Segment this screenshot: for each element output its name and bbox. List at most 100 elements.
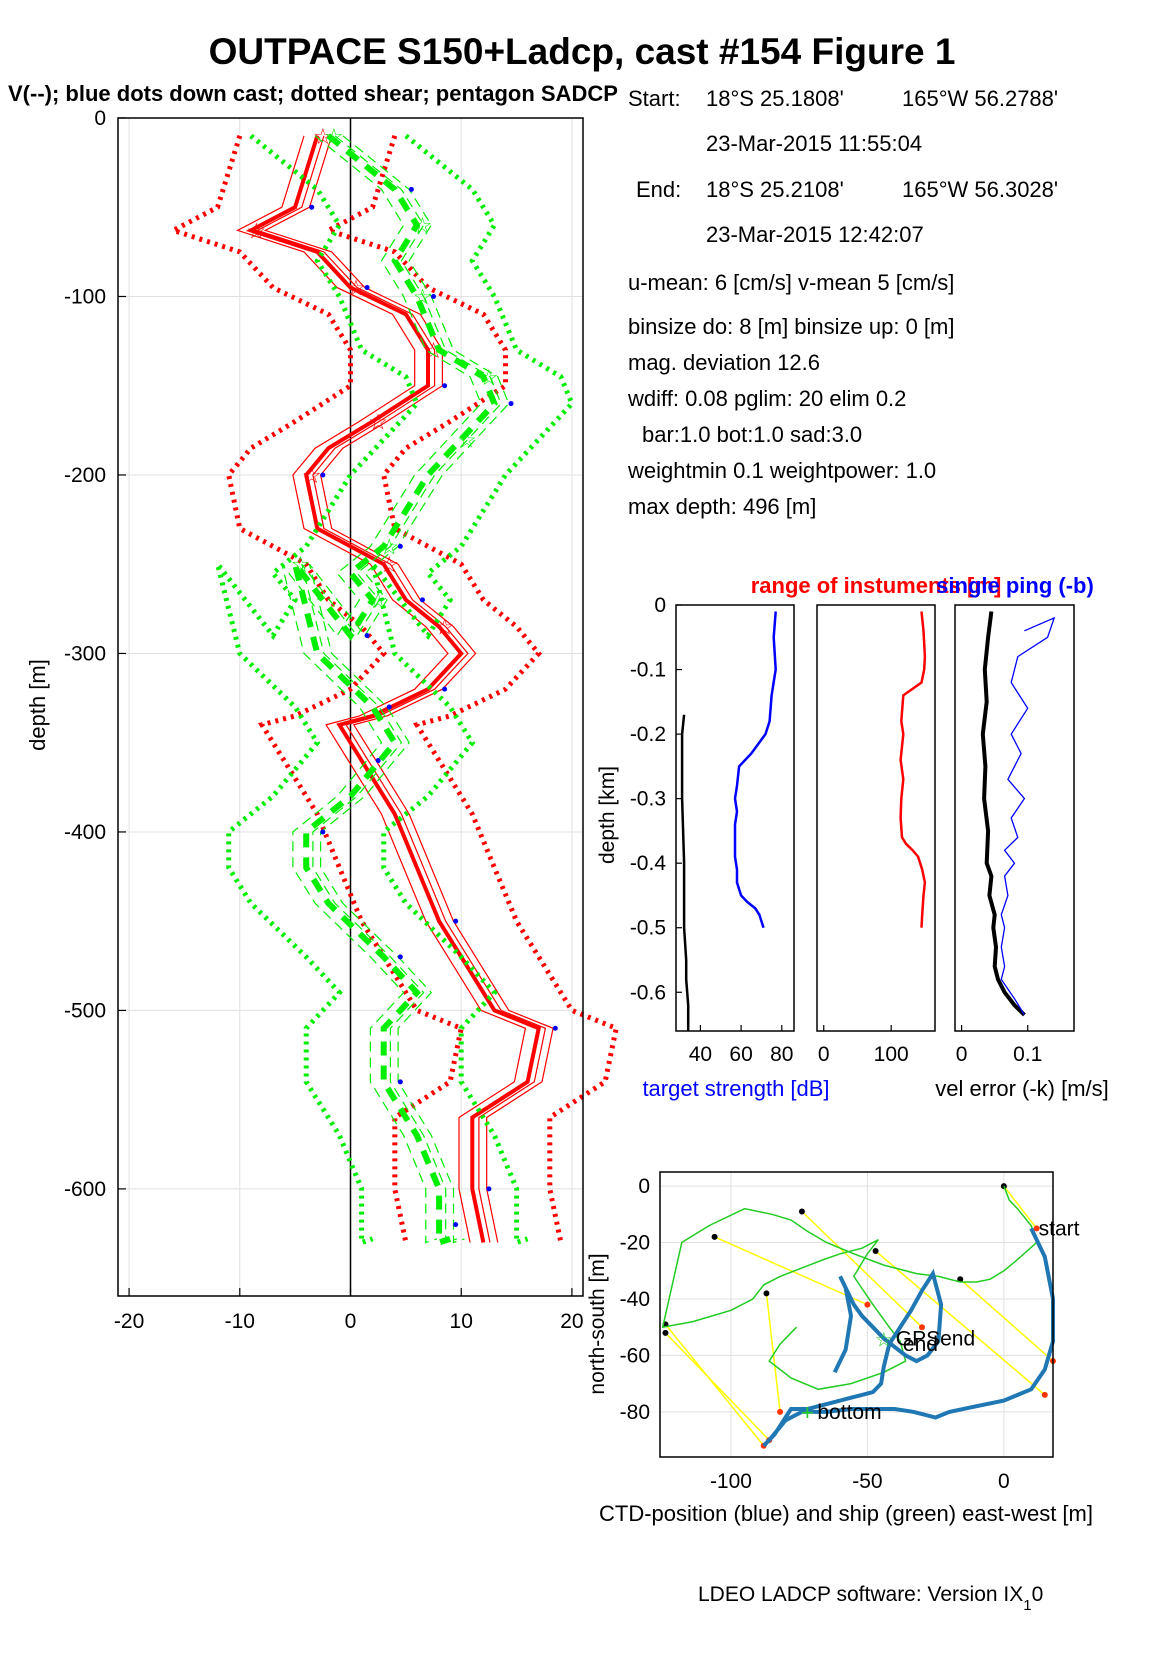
range-panel: range of instuments [m] 0 100 xyxy=(751,573,1002,1066)
velocity-downcast-dot xyxy=(397,543,403,549)
info-end-label: End: xyxy=(636,177,681,202)
position-ship-dot xyxy=(763,1290,770,1297)
position-bottom-marker: + xyxy=(801,1400,814,1425)
position-axes-frame xyxy=(659,1171,1054,1458)
position-link-segment xyxy=(664,1332,770,1441)
velocity-u-shear-dotted xyxy=(321,135,620,1244)
velocity-ytick-label: -300 xyxy=(64,642,106,665)
velocity-v-sadcp-marker: ☆ xyxy=(368,588,388,613)
velocity-downcast-dot xyxy=(375,758,381,764)
position-annotation-gpsend: GPSend xyxy=(896,1327,975,1350)
vel-error-xtick-label: 0.1 xyxy=(1013,1043,1042,1066)
velocity-v-sadcp-marker: ☆ xyxy=(324,124,344,149)
vel-error-axes-frame xyxy=(954,604,1075,1032)
position-link-segment xyxy=(1003,1185,1038,1229)
ts-ytick-label: -0.4 xyxy=(630,852,667,875)
position-link-segment xyxy=(959,1278,1054,1362)
single-ping-title: single ping (-b) xyxy=(936,573,1094,598)
figure-subtitle: V(--); blue dots down cast; dotted shear… xyxy=(8,81,618,106)
vel-error-series-line xyxy=(980,611,1026,1017)
velocity-u-estimate-line xyxy=(263,135,554,1243)
ts-xtick-label: 60 xyxy=(729,1043,752,1066)
vel-error-series-line xyxy=(1000,616,1056,1016)
info-start-time: 23-Mar-2015 11:55:04 xyxy=(706,131,922,156)
range-series-line xyxy=(899,611,927,928)
position-annotation-bottom: bottom xyxy=(817,1401,881,1424)
software-version-subscript: 1 xyxy=(1023,1597,1031,1614)
velocity-downcast-dot xyxy=(397,954,403,960)
velocity-profile-panel: depth [m] -20 -10 0 10 200-100-200-300-400-5… xyxy=(25,107,620,1333)
vel-error-xtick-label: 0 xyxy=(956,1043,968,1066)
info-bar: bar:1.0 bot:1.0 sad:3.0 xyxy=(642,422,862,447)
ts-ytick-label: -0.5 xyxy=(630,917,666,940)
velocity-u-sadcp-marker: ☆ xyxy=(346,276,366,301)
velocity-downcast-dot xyxy=(486,1186,492,1192)
velocity-downcast-dot xyxy=(453,1222,459,1228)
velocity-ytick-label: -600 xyxy=(64,1178,106,1201)
info-weightmin: weightmin 0.1 weightpower: 1.0 xyxy=(627,458,936,483)
position-ytick-label: -20 xyxy=(620,1232,650,1255)
position-ytick-label: -60 xyxy=(620,1344,650,1367)
range-title: range of instuments [m] xyxy=(751,573,1002,598)
velocity-ytick-label: -100 xyxy=(64,285,106,308)
velocity-ytick-label: -400 xyxy=(64,821,106,844)
velocity-v-sadcp-marker: ☆ xyxy=(413,213,433,238)
velocity-v-estimate-line xyxy=(281,135,482,1244)
velocity-u-sadcp-marker: ☆ xyxy=(247,218,267,243)
position-xtick-label: 0 xyxy=(998,1470,1010,1493)
velocity-xtick-label: -20 xyxy=(114,1310,144,1333)
target-strength-panel: depth [km] target strength [dB] 0 -0.1 -0.… xyxy=(596,594,830,1101)
position-ctd-dot xyxy=(864,1301,871,1308)
velocity-xtick-label: 20 xyxy=(560,1310,583,1333)
velocity-downcast-dot xyxy=(386,704,392,710)
info-mag-dev: mag. deviation 12.6 xyxy=(628,350,820,375)
velocity-downcast-dot xyxy=(320,472,326,478)
vel-error-xlabel: vel error (-k) [m/s] xyxy=(935,1076,1109,1101)
info-start-label: Start: xyxy=(628,86,681,111)
figure-title: OUTPACE S150+Ladcp, cast #154 Figure 1 xyxy=(209,31,956,72)
software-version-suffix: 0 xyxy=(1032,1583,1044,1606)
position-xtick-label: -50 xyxy=(852,1470,882,1493)
vel-error-panel: single ping (-b) vel error (-k) [m/s] 0 0… xyxy=(935,573,1109,1101)
position-link-segment xyxy=(664,1323,765,1447)
ts-ytick-label: -0.6 xyxy=(630,981,666,1004)
ts-ytick-label: -0.1 xyxy=(630,659,666,682)
ts-xtick-label: 80 xyxy=(770,1043,793,1066)
position-link-segment xyxy=(875,1250,1046,1396)
ts-series-line xyxy=(733,611,777,929)
info-end-time: 23-Mar-2015 12:42:07 xyxy=(706,222,924,247)
velocity-downcast-dot xyxy=(309,204,315,210)
velocity-ytick-label: -200 xyxy=(64,464,106,487)
velocity-downcast-dot xyxy=(320,829,326,835)
position-ctd-dot xyxy=(777,1408,784,1415)
velocity-u-sadcp-marker: ☆ xyxy=(424,338,444,363)
position-xlabel: CTD-position (blue) and ship (green) eas… xyxy=(599,1501,1093,1526)
ts-ylabel: depth [km] xyxy=(596,766,619,864)
velocity-downcast-dot xyxy=(508,401,514,407)
cast-info: Start: 18°S 25.1808' 165°W 56.2788' 23-M… xyxy=(627,86,1058,519)
position-ctd-dot xyxy=(919,1324,925,1331)
velocity-u-sadcp-marker: ☆ xyxy=(435,615,455,640)
info-start-lat: 18°S 25.1808' xyxy=(706,86,844,111)
info-wdiff: wdiff: 0.08 pglim: 20 elim 0.2 xyxy=(627,386,906,411)
velocity-downcast-dot xyxy=(552,1025,558,1031)
velocity-downcast-dot xyxy=(397,1079,403,1085)
position-gps-star-marker: ☆ xyxy=(875,1329,893,1351)
velocity-downcast-dot xyxy=(442,686,448,692)
velocity-v-sadcp-marker: ☆ xyxy=(479,365,499,390)
velocity-downcast-dot xyxy=(431,293,437,299)
position-ctd-track xyxy=(762,1227,1055,1448)
position-ctd-dot xyxy=(1033,1225,1040,1232)
info-binsize: binsize do: 8 [m] binsize up: 0 [m] xyxy=(628,314,955,339)
velocity-u-sadcp-marker: ☆ xyxy=(379,552,399,577)
velocity-ylabel: depth [m] xyxy=(25,659,50,751)
position-ytick-label: 0 xyxy=(638,1175,650,1198)
velocity-v-sadcp-marker: ☆ xyxy=(379,534,399,559)
ts-xtick-label: 40 xyxy=(689,1043,712,1066)
software-version-text: LDEO LADCP software: Version IX xyxy=(698,1583,1023,1606)
position-ytick-label: -40 xyxy=(620,1288,650,1311)
velocity-v-estimate-line xyxy=(301,135,502,1244)
ts-xlabel: target strength [dB] xyxy=(642,1076,829,1101)
info-max-depth: max depth: 496 [m] xyxy=(628,494,816,519)
